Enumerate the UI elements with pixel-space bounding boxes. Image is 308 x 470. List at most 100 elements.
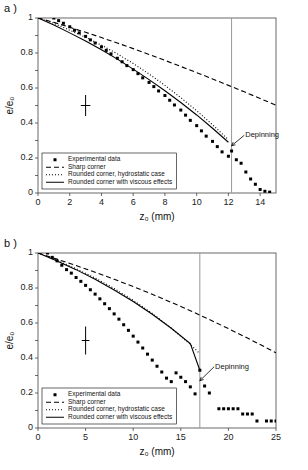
data-point xyxy=(173,103,176,106)
data-point xyxy=(46,253,49,255)
arrow-head xyxy=(200,379,204,380)
data-point xyxy=(132,68,135,71)
data-point xyxy=(122,323,125,326)
y-tick xyxy=(35,305,38,306)
x-tick-label: 20 xyxy=(223,432,233,442)
data-point xyxy=(65,268,68,271)
figure: 0246810121400.20.40.60.81z₀ (mm)e/e₀a )D… xyxy=(0,0,308,470)
x-tick-label: 15 xyxy=(176,432,186,442)
data-point xyxy=(275,420,277,423)
data-point xyxy=(246,413,249,416)
x-tick-label: 10 xyxy=(192,197,202,207)
depinning-line xyxy=(231,18,232,193)
x-tick xyxy=(164,193,165,196)
series-line xyxy=(38,18,228,140)
data-point xyxy=(168,99,171,102)
panel-label: b ) xyxy=(4,237,17,249)
x-tick xyxy=(228,193,229,196)
data-point xyxy=(89,38,92,41)
x-tick-label: 0 xyxy=(35,197,40,207)
data-point xyxy=(94,42,97,45)
data-point xyxy=(70,272,73,275)
x-tick xyxy=(133,428,134,431)
series-line xyxy=(38,253,200,370)
y-tick-label: 0 xyxy=(28,187,33,197)
error-bar-y xyxy=(85,95,86,116)
data-point xyxy=(249,178,252,181)
x-tick-label: 8 xyxy=(162,197,167,207)
data-point xyxy=(105,49,108,52)
x-tick-label: 25 xyxy=(271,432,281,442)
data-point xyxy=(235,158,238,161)
y-tick xyxy=(35,410,38,411)
data-point xyxy=(132,335,135,338)
data-point xyxy=(141,76,144,79)
y-tick xyxy=(35,393,38,394)
x-axis-label: z₀ (mm) xyxy=(139,446,174,457)
panel: 051015202500.20.40.60.81z₀ (mm)e/e₀b )De… xyxy=(4,237,281,457)
data-point xyxy=(240,162,243,165)
legend-line xyxy=(46,174,64,175)
x-tick xyxy=(180,428,181,431)
data-point xyxy=(205,135,208,138)
y-tick xyxy=(35,193,38,194)
y-tick-label: 1 xyxy=(28,247,33,257)
y-tick xyxy=(35,288,38,289)
annotation-text: Depinning xyxy=(245,130,279,139)
plot-frame xyxy=(38,18,276,193)
annotation-arrow xyxy=(232,135,245,146)
y-tick xyxy=(35,340,38,341)
plot-area xyxy=(38,253,276,428)
y-tick-label: 0.2 xyxy=(20,387,33,397)
y-tick xyxy=(35,270,38,271)
data-point xyxy=(203,385,206,388)
data-point xyxy=(170,380,173,383)
x-tick xyxy=(38,428,39,431)
data-point xyxy=(103,302,106,305)
data-point xyxy=(109,52,112,55)
annotation-arrow xyxy=(200,367,214,381)
legend-box xyxy=(42,388,176,424)
data-point xyxy=(217,407,220,410)
y-tick-label: 0.8 xyxy=(20,47,33,57)
legend-line xyxy=(46,182,64,183)
data-point xyxy=(179,376,182,379)
y-tick xyxy=(35,358,38,359)
y-tick xyxy=(35,323,38,324)
y-tick xyxy=(35,158,38,159)
panel-label: a ) xyxy=(4,2,17,14)
data-point xyxy=(141,347,144,350)
x-tick xyxy=(228,428,229,431)
data-point xyxy=(151,359,154,362)
depinning-line xyxy=(199,253,200,428)
data-point xyxy=(198,369,201,372)
y-tick xyxy=(35,375,38,376)
x-tick-label: 10 xyxy=(128,432,138,442)
y-tick xyxy=(35,123,38,124)
data-point xyxy=(84,35,87,38)
y-tick xyxy=(35,428,38,429)
data-point xyxy=(160,371,163,374)
data-point xyxy=(78,31,81,34)
legend: Experimental dataSharp cornerRounded cor… xyxy=(42,153,176,189)
data-point xyxy=(125,64,128,67)
y-tick xyxy=(35,70,38,71)
plot-frame xyxy=(38,253,276,428)
x-tick xyxy=(85,428,86,431)
data-point xyxy=(208,392,211,395)
legend-box xyxy=(42,153,176,189)
data-point xyxy=(270,420,273,423)
legend-marker xyxy=(54,158,57,161)
plot-area xyxy=(38,18,276,193)
data-point xyxy=(52,18,55,20)
data-point xyxy=(60,264,63,267)
y-tick xyxy=(35,175,38,176)
data-point xyxy=(136,341,139,344)
data-point xyxy=(98,297,101,300)
series-line xyxy=(38,253,200,354)
data-point xyxy=(200,129,203,132)
data-point xyxy=(241,413,244,416)
data-point xyxy=(222,407,225,410)
data-point xyxy=(254,183,257,186)
data-point xyxy=(84,284,87,287)
